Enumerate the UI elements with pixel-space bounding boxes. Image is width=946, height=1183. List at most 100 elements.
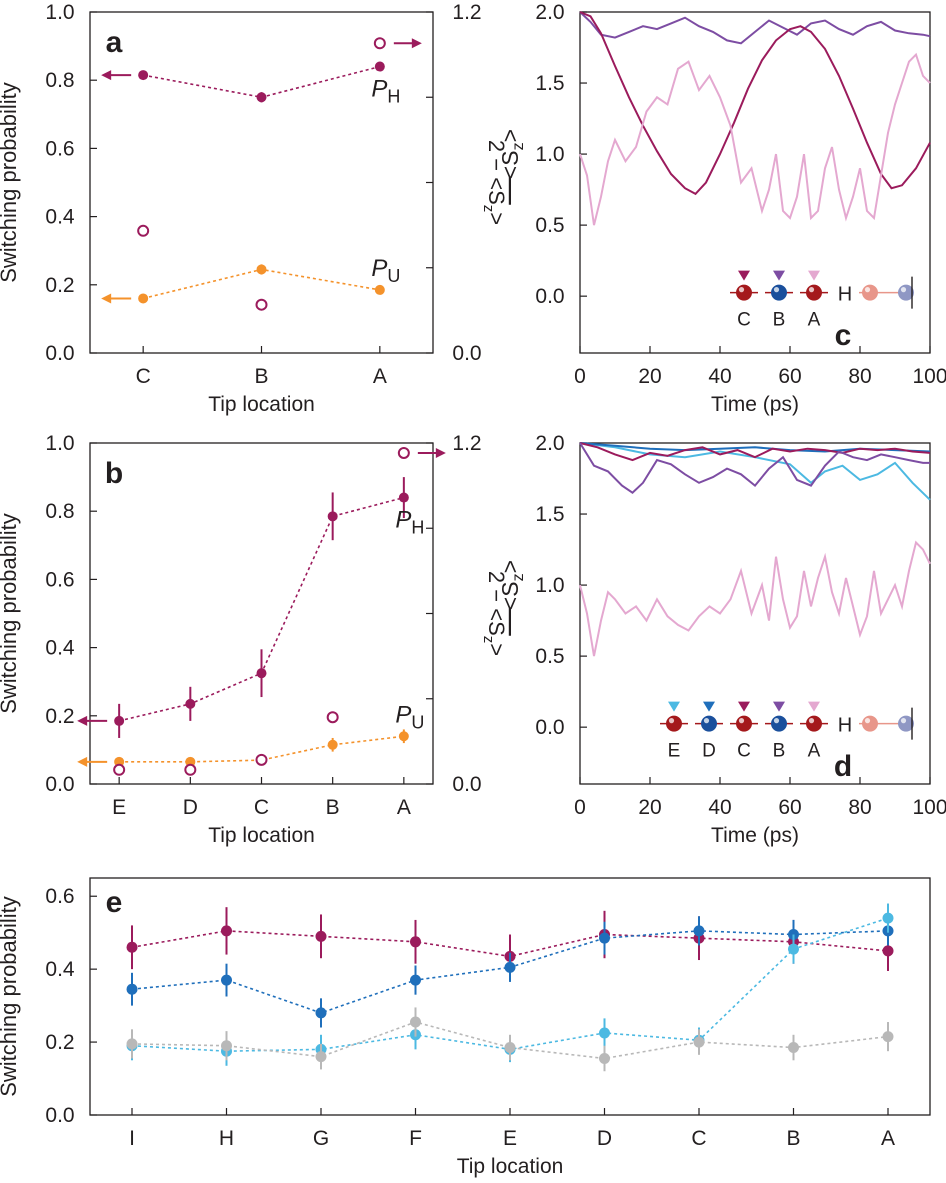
xtick-label: C xyxy=(691,1127,706,1150)
series-label: PU xyxy=(395,701,424,732)
panel-d-frame xyxy=(579,442,931,785)
y2label-sub: z xyxy=(480,636,497,644)
ytick-label: 0.0 xyxy=(45,1104,74,1127)
data-point xyxy=(138,293,149,304)
panel-e: 0.0 0.2 0.4 0.6 I H G F E D C B A Tip location Switchi… xyxy=(0,877,931,1178)
ytick-label: 2.0 xyxy=(535,432,564,455)
atom-marker xyxy=(773,701,785,712)
data-point xyxy=(599,1052,610,1064)
atom-label: B xyxy=(773,741,786,762)
series-label-sub: H xyxy=(411,518,424,538)
panel-c-letter: c xyxy=(835,319,852,352)
data-point xyxy=(599,932,610,944)
data-point xyxy=(315,1051,327,1063)
right-arrow-head xyxy=(435,447,446,458)
data-point xyxy=(374,284,385,295)
xlabel: Tip location xyxy=(457,1155,564,1178)
data-point xyxy=(882,1031,894,1043)
data-point xyxy=(221,974,232,986)
panel-b-ylabel: Switching probability xyxy=(0,513,21,714)
atom-surface-shine xyxy=(900,287,907,293)
panel-b-frame xyxy=(89,442,434,785)
panel-a-ytick-label: 0.4 xyxy=(45,206,75,229)
panel-b-xlabel: Tip location xyxy=(208,824,315,847)
series-line xyxy=(579,540,931,657)
atom-label: A xyxy=(808,741,821,762)
atom-label: E xyxy=(668,741,681,762)
xtick-label: 100 xyxy=(912,796,946,819)
data-point xyxy=(882,912,894,924)
panel-a-xtick-label: A xyxy=(373,365,387,388)
open-marker xyxy=(113,763,126,776)
right-arrow-head xyxy=(411,38,422,49)
xtick-label: 80 xyxy=(848,796,871,819)
ylabel: <Sz> xyxy=(497,560,527,610)
y2label-sub: z xyxy=(480,205,497,213)
series-label: PH xyxy=(395,507,424,538)
atom-marker xyxy=(738,701,750,712)
ylabel-part: > xyxy=(497,560,523,573)
panel-a-ytick-label: 0.6 xyxy=(45,137,74,160)
ytick-label: 0.6 xyxy=(45,885,74,908)
data-point xyxy=(398,731,409,742)
y2label-part: 2 − xyxy=(484,571,509,608)
panel-b-ytick-label: 0.8 xyxy=(45,500,74,523)
data-point xyxy=(221,1040,232,1052)
panel-b-y2tick-label: 1.2 xyxy=(452,432,481,455)
y2label-part: > xyxy=(484,643,509,656)
open-marker xyxy=(184,763,197,776)
ytick-label: 0.5 xyxy=(535,645,564,668)
data-point xyxy=(599,1027,610,1039)
open-marker xyxy=(397,446,410,459)
open-marker xyxy=(326,711,339,724)
xtick-label: D xyxy=(597,1127,612,1150)
data-point xyxy=(315,1007,327,1019)
panel-d-letter: d xyxy=(834,750,852,783)
atom xyxy=(701,715,717,732)
panel-a-ylabel: Switching probability xyxy=(0,82,21,283)
atom-shine xyxy=(738,287,745,293)
data-point xyxy=(114,715,125,726)
atom-label: B xyxy=(773,310,786,331)
ylabel-sub: z xyxy=(510,142,527,150)
panel-c-frame xyxy=(579,11,931,354)
atom-label-H: H xyxy=(838,284,852,306)
xtick-label: 20 xyxy=(638,796,661,819)
ylabel-part: <S xyxy=(497,581,523,610)
y2label-part: 2 − xyxy=(484,140,509,177)
data-point xyxy=(410,974,421,986)
series-line xyxy=(579,442,930,494)
ytick-label: 1.0 xyxy=(535,143,564,166)
ytick-label: 0.2 xyxy=(45,1031,74,1054)
data-point xyxy=(327,511,338,522)
atom-marker xyxy=(703,701,715,712)
data-point xyxy=(114,756,125,767)
ytick-label: 0.0 xyxy=(535,285,564,308)
xtick-label: G xyxy=(313,1127,329,1150)
xtick-label: 100 xyxy=(912,365,946,388)
y2label-part: <S xyxy=(484,608,509,636)
panel-b-xtick-label: D xyxy=(183,796,198,819)
atom xyxy=(736,284,752,301)
data-point xyxy=(256,92,267,103)
series-label-main: P xyxy=(371,76,387,103)
panel-b-y2label-text: 2 − <Sz> xyxy=(480,571,509,656)
atom xyxy=(771,715,787,732)
atom-marker xyxy=(808,701,820,712)
data-point xyxy=(126,983,138,995)
series-label: PU xyxy=(371,255,400,286)
panel-b-letter: b xyxy=(105,457,123,490)
atom-label: C xyxy=(737,741,751,762)
left-arrow-head xyxy=(77,756,88,767)
data-point xyxy=(185,698,196,709)
ytick-label: 1.5 xyxy=(535,72,564,95)
panel-b-xtick-label: A xyxy=(397,796,411,819)
data-point xyxy=(410,1016,421,1028)
panel-b-y2tick-label: 0.0 xyxy=(452,773,481,796)
data-point xyxy=(788,1042,799,1054)
panel-a-xtick-label: B xyxy=(254,365,268,388)
data-point xyxy=(138,70,149,81)
atom-shine xyxy=(738,718,745,724)
series-line xyxy=(579,52,931,226)
xtick-label: 60 xyxy=(778,796,801,819)
